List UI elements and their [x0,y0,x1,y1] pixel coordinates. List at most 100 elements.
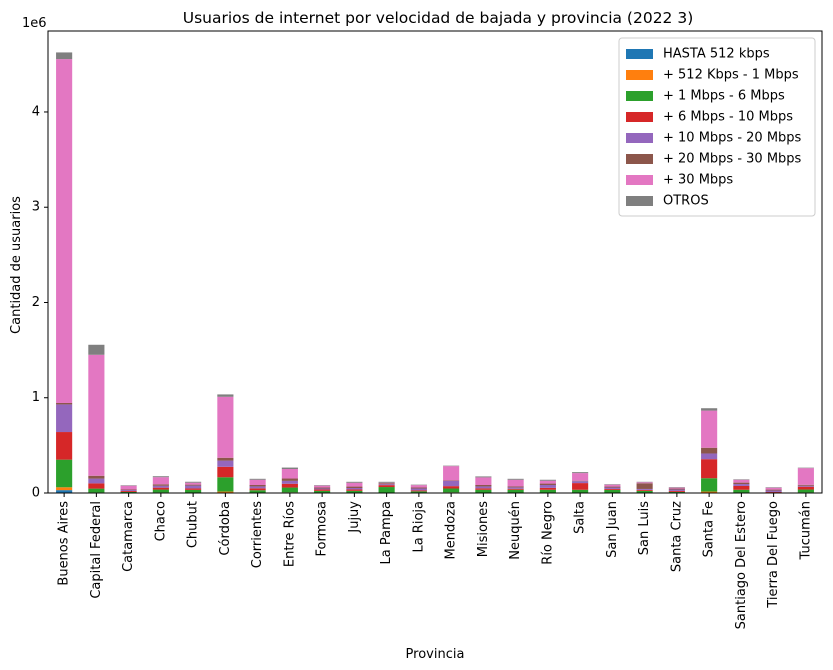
bar-segment [701,491,718,493]
x-axis: Buenos Aires Capital Federal Catamarca Chac… [57,493,813,629]
bar-segment [539,480,556,484]
x-tick-label: La Rioja [411,501,426,553]
bar-segment [346,490,363,493]
bar-segment [185,481,202,483]
bar-segment [378,485,395,488]
bar-segment [636,483,653,489]
bar-segment [507,488,524,490]
bar-segment [733,484,750,486]
x-tick-label: Santa Cruz [669,501,684,572]
bar-segment [314,489,331,491]
x-tick-label: Misiones [476,501,491,557]
bar-segment [152,477,169,485]
bar-segment [185,484,202,486]
bar-segment [378,483,395,485]
bar-segment [604,489,621,493]
x-tick-label: Río Negro [540,501,555,565]
bar-segment [475,477,492,485]
bar-segment [88,475,105,479]
bar-segment [507,487,524,489]
bar-segment [217,396,234,458]
y-axis: 0 1 2 3 4 [32,104,48,501]
bar-segment [88,478,105,484]
bar-segment [572,483,589,490]
bar-segment [539,489,556,493]
y-tick-label: 1 [32,390,40,405]
bar-segment [378,481,395,483]
bar-segment [249,490,266,493]
x-tick-label: San Luis [637,501,652,555]
bar-segment [507,489,524,493]
legend-swatch [626,175,653,185]
chart-title: Usuarios de internet por velocidad de ba… [183,9,694,27]
bar-segment [346,486,363,488]
legend-label: + 1 Mbps - 6 Mbps [663,89,785,104]
bar-segment [475,486,492,489]
x-tick-label: Córdoba [218,501,233,556]
bar-segment [346,488,363,490]
plot-area [47,30,823,494]
bar-segment [120,490,137,491]
y-tick-label: 3 [32,200,40,215]
bar-segment [378,487,395,493]
x-tick-label: Entre Ríos [282,501,297,567]
bar-segment [636,488,653,490]
bar-segment [281,483,298,488]
legend-label: + 512 Kbps - 1 Mbps [663,68,799,83]
y-axis-label: Cantidad de usuarios [9,196,24,334]
bar-segment [281,487,298,493]
bar-segment [314,485,331,488]
bar-segment [604,484,621,487]
bar-segment [604,486,621,488]
x-tick-label: Santiago Del Estero [734,501,749,629]
bar-segment [217,457,234,461]
legend-swatch [626,154,653,164]
bar-segment [701,453,718,460]
bar-segment [185,482,202,485]
bar-segment [56,459,73,488]
legend-swatch [626,133,653,143]
bar-segment [88,483,105,489]
y-tick-label: 4 [32,104,40,119]
y-tick-label: 0 [32,486,40,501]
bar-segment [56,52,73,60]
bar-segment [152,476,169,478]
bar-segment [572,472,589,474]
bar-segment [88,344,105,355]
bar-segment [249,488,266,491]
legend-label: + 20 Mbps - 30 Mbps [663,152,802,167]
bar-segment [56,487,73,491]
bar-segment [281,480,298,484]
bar-segment [217,477,234,492]
bar-segment [281,469,298,479]
plot-frame [47,30,823,494]
x-tick-label: Corrientes [250,501,265,568]
bar-segment [539,479,556,481]
bar-segment [120,490,137,492]
bar-segment [314,490,331,493]
bar-segment [56,402,73,405]
bar-segment [120,485,137,490]
legend-label: + 6 Mbps - 10 Mbps [663,110,793,125]
bar-segment [410,491,427,493]
bar-segment [604,488,621,490]
bar-segment [636,482,653,484]
bar-segment [346,481,363,483]
bar-segment [475,476,492,478]
bar-segment [668,489,685,491]
bar-segment [217,466,234,478]
bar-segment [636,490,653,493]
bar-segment [475,485,492,487]
bar-segment [185,485,202,489]
bar-segment [539,487,556,490]
bar-segment [572,473,589,481]
bar-segment [56,59,73,403]
bar-segment [701,408,718,411]
legend-box [618,37,816,217]
bar-segment [733,485,750,490]
bar-segment [507,478,524,480]
bar-segment [668,490,685,492]
bar-segment [56,432,73,460]
legend-swatch [626,196,653,206]
